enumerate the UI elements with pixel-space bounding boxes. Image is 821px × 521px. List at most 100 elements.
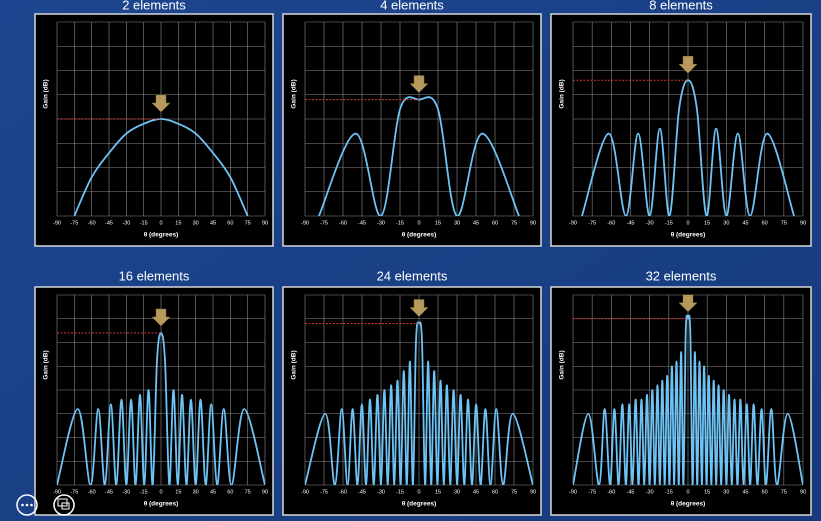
peak-arrow bbox=[678, 55, 698, 74]
x-axis-label: θ (degrees) bbox=[144, 232, 179, 239]
x-tick-label: 75 bbox=[245, 220, 251, 226]
chart-panel: 16 elements -90 -75 -60 -45 -30 -15 0 15 30 45 60 75… bbox=[34, 268, 274, 516]
peak-arrow bbox=[409, 299, 429, 317]
chart-title: 4 elements bbox=[380, 0, 444, 12]
x-tick-label: 60 bbox=[227, 220, 233, 226]
x-tick-label: 90 bbox=[262, 220, 268, 226]
x-tick-label: 75 bbox=[781, 489, 787, 495]
chart-title: 24 elements bbox=[377, 268, 448, 283]
x-tick-label: -60 bbox=[88, 220, 96, 226]
y-axis-label: Gain (dB) bbox=[559, 79, 566, 108]
panel-frame bbox=[282, 13, 542, 247]
peak-arrow bbox=[151, 308, 171, 327]
x-tick-label: -30 bbox=[377, 489, 385, 495]
y-axis-label: Gain (dB) bbox=[43, 79, 50, 108]
x-tick-label: 60 bbox=[492, 220, 498, 226]
x-tick-label: -30 bbox=[122, 220, 130, 226]
x-tick-label: -15 bbox=[396, 489, 404, 495]
x-tick-label: 30 bbox=[193, 489, 199, 495]
x-tick-label: 15 bbox=[704, 220, 710, 226]
x-tick-label: -30 bbox=[377, 220, 385, 226]
x-tick-label: 45 bbox=[473, 220, 479, 226]
x-tick-label: 0 bbox=[417, 489, 420, 495]
x-tick-label: -30 bbox=[646, 489, 654, 495]
x-tick-label: -75 bbox=[320, 489, 328, 495]
gain-curve bbox=[581, 79, 795, 216]
x-tick-label: -45 bbox=[627, 489, 635, 495]
x-tick-label: -75 bbox=[588, 489, 596, 495]
x-tick-label: -15 bbox=[140, 220, 148, 226]
x-tick-label: 90 bbox=[262, 489, 268, 495]
x-tick-label: -60 bbox=[339, 220, 347, 226]
x-tick-label: -75 bbox=[320, 220, 328, 226]
x-tick-label: 45 bbox=[210, 220, 216, 226]
x-tick-label: 60 bbox=[762, 220, 768, 226]
x-tick-label: 75 bbox=[245, 489, 251, 495]
x-tick-label: 15 bbox=[175, 489, 181, 495]
x-tick-label: -60 bbox=[88, 489, 96, 495]
x-tick-label: -75 bbox=[588, 220, 596, 226]
x-tick-label: -15 bbox=[665, 489, 673, 495]
y-axis-label: Gain (dB) bbox=[43, 350, 50, 379]
x-tick-label: -15 bbox=[140, 489, 148, 495]
gain-curve bbox=[73, 118, 249, 216]
x-tick-label: 60 bbox=[227, 489, 233, 495]
x-tick-label: 90 bbox=[800, 489, 806, 495]
chart-title: 16 elements bbox=[119, 268, 190, 283]
x-tick-label: -90 bbox=[53, 220, 61, 226]
x-tick-label: 0 bbox=[686, 489, 689, 495]
panel-frame bbox=[34, 286, 274, 516]
x-tick-label: 60 bbox=[492, 489, 498, 495]
x-tick-label: -30 bbox=[646, 220, 654, 226]
chart-panel: 32 elements -90 -75 -60 -45 -30 -15 0 15 30 45 60 75… bbox=[550, 268, 812, 516]
x-tick-label: -90 bbox=[301, 220, 309, 226]
chart-panel: 8 elements -90 -75 -60 -45 -30 -15 0 15 30 45 60 75 9… bbox=[550, 0, 812, 247]
x-tick-label: -45 bbox=[105, 489, 113, 495]
x-tick-label: -90 bbox=[569, 489, 577, 495]
screen-icon bbox=[61, 502, 70, 510]
y-axis-label: Gain (dB) bbox=[291, 350, 298, 379]
x-tick-label: -75 bbox=[70, 489, 78, 495]
x-axis-label: θ (degrees) bbox=[144, 501, 179, 508]
more-button[interactable] bbox=[16, 494, 38, 516]
chart-panel: 24 elements -90 -75 -60 -45 -30 -15 0 15 30 45 60 75… bbox=[282, 268, 542, 516]
x-tick-label: 90 bbox=[530, 489, 536, 495]
x-tick-label: 30 bbox=[723, 220, 729, 226]
panel-frame bbox=[34, 13, 274, 247]
x-tick-label: 75 bbox=[511, 489, 517, 495]
x-tick-label: 60 bbox=[762, 489, 768, 495]
panel-frame bbox=[550, 13, 812, 247]
x-tick-label: 30 bbox=[454, 220, 460, 226]
x-tick-label: -90 bbox=[301, 489, 309, 495]
x-tick-label: 0 bbox=[686, 220, 689, 226]
x-tick-label: -45 bbox=[358, 220, 366, 226]
peak-arrow bbox=[678, 294, 698, 313]
charts: 2 elements -90 -75 -60 -45 -30 -15 0 15 30 45 60 75 9… bbox=[34, 0, 812, 516]
x-axis-label: θ (degrees) bbox=[402, 232, 437, 239]
x-tick-label: 90 bbox=[800, 220, 806, 226]
gain-curve bbox=[573, 314, 803, 485]
x-tick-label: 30 bbox=[454, 489, 460, 495]
x-tick-label: 15 bbox=[435, 489, 441, 495]
x-tick-label: 45 bbox=[210, 489, 216, 495]
x-tick-label: 75 bbox=[781, 220, 787, 226]
x-tick-label: 0 bbox=[417, 220, 420, 226]
chart-panel: 4 elements -90 -75 -60 -45 -30 -15 0 15 30 45 60 75 9… bbox=[282, 0, 542, 247]
gain-curve bbox=[57, 332, 265, 485]
x-tick-label: 45 bbox=[742, 220, 748, 226]
screen-button[interactable] bbox=[53, 494, 75, 516]
chart-title: 32 elements bbox=[646, 268, 717, 283]
chart-title: 8 elements bbox=[649, 0, 713, 12]
x-tick-label: 90 bbox=[530, 220, 536, 226]
x-tick-label: -60 bbox=[607, 220, 615, 226]
x-tick-label: 30 bbox=[193, 220, 199, 226]
x-axis-label: θ (degrees) bbox=[402, 501, 437, 508]
dot bbox=[25, 503, 29, 507]
x-tick-label: 30 bbox=[723, 489, 729, 495]
x-tick-label: 45 bbox=[473, 489, 479, 495]
dot bbox=[30, 503, 33, 507]
x-tick-label: -90 bbox=[569, 220, 577, 226]
y-axis-label: Gain (dB) bbox=[559, 350, 566, 379]
